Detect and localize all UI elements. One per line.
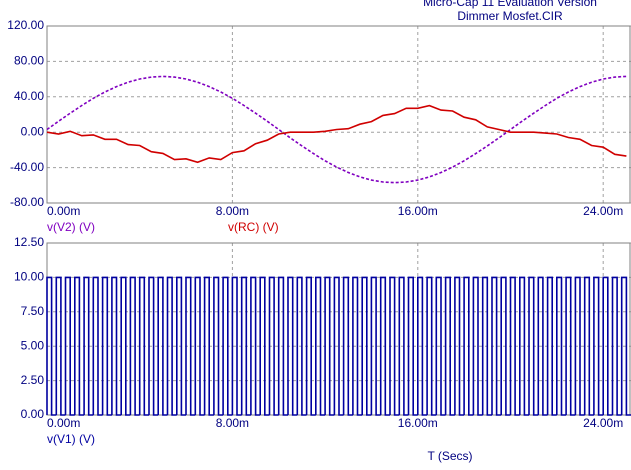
pulse [435, 276, 446, 416]
pulse [481, 276, 492, 416]
pulse [74, 276, 85, 416]
pulse [509, 276, 520, 416]
pulse [111, 276, 122, 416]
pulse [259, 276, 270, 416]
pulse [611, 276, 622, 416]
pulse [398, 276, 409, 416]
y-tick-label: 10.00 [14, 270, 44, 284]
pulse [222, 276, 233, 416]
pulse [46, 276, 57, 416]
pulse [352, 276, 363, 416]
y-tick-label: 80.00 [14, 54, 44, 68]
title: Micro-Cap 11 Evaluation Version [423, 0, 597, 9]
x-axis-label: T (Secs) [427, 449, 472, 463]
pulse [574, 276, 585, 416]
pulse [426, 276, 437, 416]
pulse [593, 276, 604, 416]
pulse [250, 276, 261, 416]
pulse [166, 276, 177, 416]
pulse [620, 276, 631, 416]
pulse [519, 276, 529, 416]
pulse [305, 276, 316, 416]
pulse [407, 276, 418, 416]
y-tick-label: 2.50 [21, 373, 45, 387]
pulse [92, 276, 103, 416]
plot-frame [46, 25, 631, 204]
pulse [324, 276, 335, 416]
pulse [583, 276, 594, 416]
pulse [602, 276, 613, 416]
pulse [296, 276, 307, 416]
series-line [46, 75, 627, 184]
legend-label: v(V2) (V) [47, 220, 95, 234]
pulse [194, 276, 205, 416]
y-tick-label: 120.00 [7, 18, 44, 32]
pulse [185, 276, 196, 416]
y-tick-label: -80.00 [10, 195, 44, 209]
x-tick-label: 8.00m [216, 204, 249, 218]
pulse [361, 276, 372, 416]
pulse [537, 276, 548, 416]
pulse [268, 276, 279, 416]
pulse [417, 276, 428, 416]
pulse [379, 276, 390, 416]
pulse [472, 276, 483, 416]
series-line [46, 104, 627, 164]
x-tick-label: 16.00m [398, 416, 438, 430]
x-tick-label: 24.00m [583, 204, 623, 218]
y-tick-label: 0.00 [21, 124, 45, 138]
pulse [370, 276, 381, 416]
pulse [277, 276, 288, 416]
pulse [556, 276, 567, 416]
pulse [101, 276, 112, 416]
pulse [528, 276, 539, 416]
x-tick-label: 24.00m [583, 416, 623, 430]
pulse [389, 276, 400, 416]
x-tick-label: 0.00m [47, 416, 80, 430]
pulse [463, 276, 474, 416]
pulse [231, 276, 242, 416]
pulse [213, 276, 224, 416]
x-tick-label: 16.00m [398, 204, 438, 218]
pulse [203, 276, 214, 416]
pulse [148, 276, 159, 416]
y-tick-label: 0.00 [21, 407, 45, 421]
pulse [157, 276, 168, 416]
pulse [138, 276, 149, 416]
y-tick-label: 12.50 [14, 235, 44, 249]
pulse [176, 276, 186, 416]
legend-label: v(V1) (V) [47, 432, 95, 446]
subtitle: Dimmer Mosfet.CIR [457, 9, 563, 23]
pulse [342, 276, 353, 416]
pulse [64, 276, 75, 416]
pulse [129, 276, 140, 416]
x-tick-label: 8.00m [216, 416, 249, 430]
pulse [55, 276, 66, 416]
legend-label: v(RC) (V) [228, 220, 279, 234]
pulse [315, 276, 326, 416]
pulse [491, 276, 502, 416]
pulse [546, 276, 557, 416]
y-tick-label: 7.50 [21, 304, 45, 318]
pulse [240, 276, 251, 416]
y-tick-label: 5.00 [21, 338, 45, 352]
pulse [333, 276, 344, 416]
pulse [500, 276, 511, 416]
pulse [565, 276, 576, 416]
pulse [83, 276, 94, 416]
pulse [454, 276, 465, 416]
pulse [120, 276, 131, 416]
y-tick-label: -40.00 [10, 160, 44, 174]
pulse [444, 276, 455, 416]
x-tick-label: 0.00m [47, 204, 80, 218]
y-tick-label: 40.00 [14, 89, 44, 103]
pulse [287, 276, 298, 416]
